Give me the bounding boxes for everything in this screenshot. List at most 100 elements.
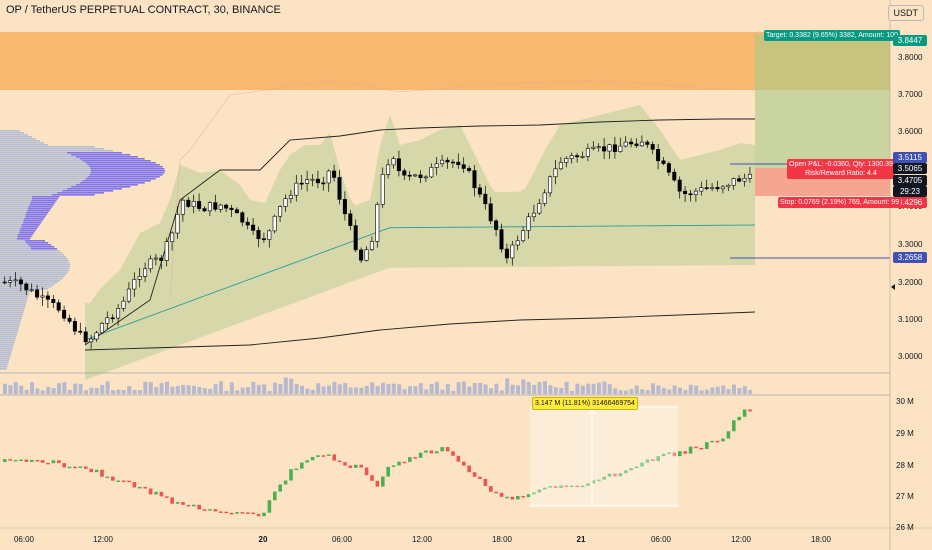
- price-axis-label: 3.8000: [898, 53, 923, 62]
- obv-bar: [62, 463, 66, 468]
- candle: [553, 168, 558, 178]
- candle: [548, 176, 553, 194]
- currency-button[interactable]: USDT: [887, 5, 924, 21]
- obv-bar: [505, 496, 509, 499]
- obv-bar: [726, 431, 731, 439]
- obv-bar: [73, 466, 77, 469]
- obv-bar: [332, 454, 336, 461]
- open-pnl-label[interactable]: Open P&L: -0.0360, Qty: 1300.39 Risk/Rew…: [787, 159, 895, 179]
- candle: [342, 199, 347, 215]
- obv-bar: [748, 409, 752, 412]
- obv-bar: [645, 459, 650, 463]
- candle: [634, 143, 639, 147]
- candle: [569, 155, 574, 159]
- obv-bar: [445, 447, 450, 452]
- volume-profile: [0, 130, 165, 370]
- target-zone: [755, 34, 890, 168]
- candle: [143, 268, 148, 277]
- obv-bar: [300, 462, 304, 469]
- candle: [83, 331, 88, 343]
- volume-axis[interactable]: 30 M 29 M 28 M 27 M 26 M: [896, 397, 914, 532]
- stop-label[interactable]: Stop: 0.0769 (2.19%) 769, Amount: 99: [778, 197, 902, 208]
- obv-bar: [478, 476, 482, 479]
- candle: [629, 141, 634, 145]
- candle: [429, 167, 434, 178]
- candle: [256, 230, 261, 240]
- time-axis-label: 21: [577, 535, 586, 544]
- candle: [699, 187, 704, 192]
- target-label[interactable]: Target: 0.3382 (9.65%) 3382, Amount: 100: [764, 30, 900, 41]
- symbol-title[interactable]: OP / TetherUS PERPETUAL CONTRACT, 30, BI…: [6, 4, 281, 16]
- scroll-arrow-icon[interactable]: [891, 284, 895, 290]
- candle: [461, 164, 466, 169]
- candle: [585, 148, 590, 157]
- measure-label[interactable]: 3.147 M (11.81%) 31466469754: [532, 397, 638, 410]
- countdown-tag: 29:23: [893, 186, 927, 197]
- price-axis-label: 3.1000: [898, 315, 923, 324]
- basis-line: [84, 224, 756, 341]
- candle: [51, 299, 56, 303]
- candle: [386, 164, 391, 175]
- open-pnl-line2: Risk/Reward Ratio: 4.4: [805, 170, 877, 177]
- candle: [607, 144, 612, 152]
- obv-bar: [386, 466, 390, 477]
- obv-bar: [273, 491, 277, 501]
- candle: [62, 309, 67, 319]
- time-axis-label: 12:00: [731, 535, 752, 544]
- candle: [72, 321, 77, 332]
- obv-bar: [240, 512, 245, 514]
- obv-indicator[interactable]: [3, 409, 752, 517]
- candle: [148, 258, 153, 270]
- obv-bar: [602, 476, 606, 480]
- candle: [720, 186, 725, 190]
- obv-bar: [586, 483, 590, 486]
- obv-bar: [19, 459, 23, 462]
- candle: [186, 199, 191, 207]
- candle: [116, 308, 121, 319]
- candle: [618, 145, 623, 152]
- candle: [197, 201, 202, 209]
- candle: [369, 241, 374, 251]
- candle: [666, 163, 671, 173]
- candle: [477, 187, 482, 195]
- obv-bar: [397, 461, 401, 466]
- obv-bar: [494, 491, 498, 494]
- obv-bar: [197, 504, 201, 510]
- obv-bar: [580, 485, 585, 488]
- obv-bar: [678, 451, 682, 457]
- obv-bar: [267, 500, 272, 513]
- candle: [240, 212, 245, 223]
- obv-bar: [413, 457, 417, 459]
- candle: [661, 160, 666, 164]
- obv-bar: [310, 456, 315, 461]
- candle: [715, 187, 720, 190]
- candle: [510, 244, 515, 259]
- candle: [731, 178, 736, 186]
- obv-bar: [175, 502, 180, 504]
- obv-bar: [132, 482, 137, 488]
- target-price-tag: 3.8447: [893, 35, 927, 46]
- candle: [180, 199, 185, 215]
- candle: [645, 141, 650, 145]
- obv-bar: [289, 469, 293, 481]
- time-axis-label: 06:00: [14, 535, 35, 544]
- candle: [683, 190, 688, 195]
- obv-bar: [343, 462, 347, 466]
- candle: [677, 179, 682, 192]
- obv-bar: [278, 484, 282, 492]
- price-candles[interactable]: [2, 135, 752, 349]
- candle: [456, 161, 461, 166]
- candle: [288, 194, 293, 199]
- candle: [531, 212, 536, 218]
- obv-bar: [208, 509, 212, 511]
- obv-bar: [537, 489, 542, 493]
- obv-bar: [94, 469, 99, 473]
- obv-bar: [521, 495, 525, 498]
- candle: [202, 208, 207, 212]
- obv-bar: [575, 485, 579, 488]
- obv-bar: [462, 461, 466, 466]
- obv-bar: [35, 459, 39, 462]
- time-axis[interactable]: 06:00 12:00 20 06:00 12:00 18:00 21 06:00 12:00 1…: [14, 535, 832, 544]
- obv-bar: [418, 452, 423, 458]
